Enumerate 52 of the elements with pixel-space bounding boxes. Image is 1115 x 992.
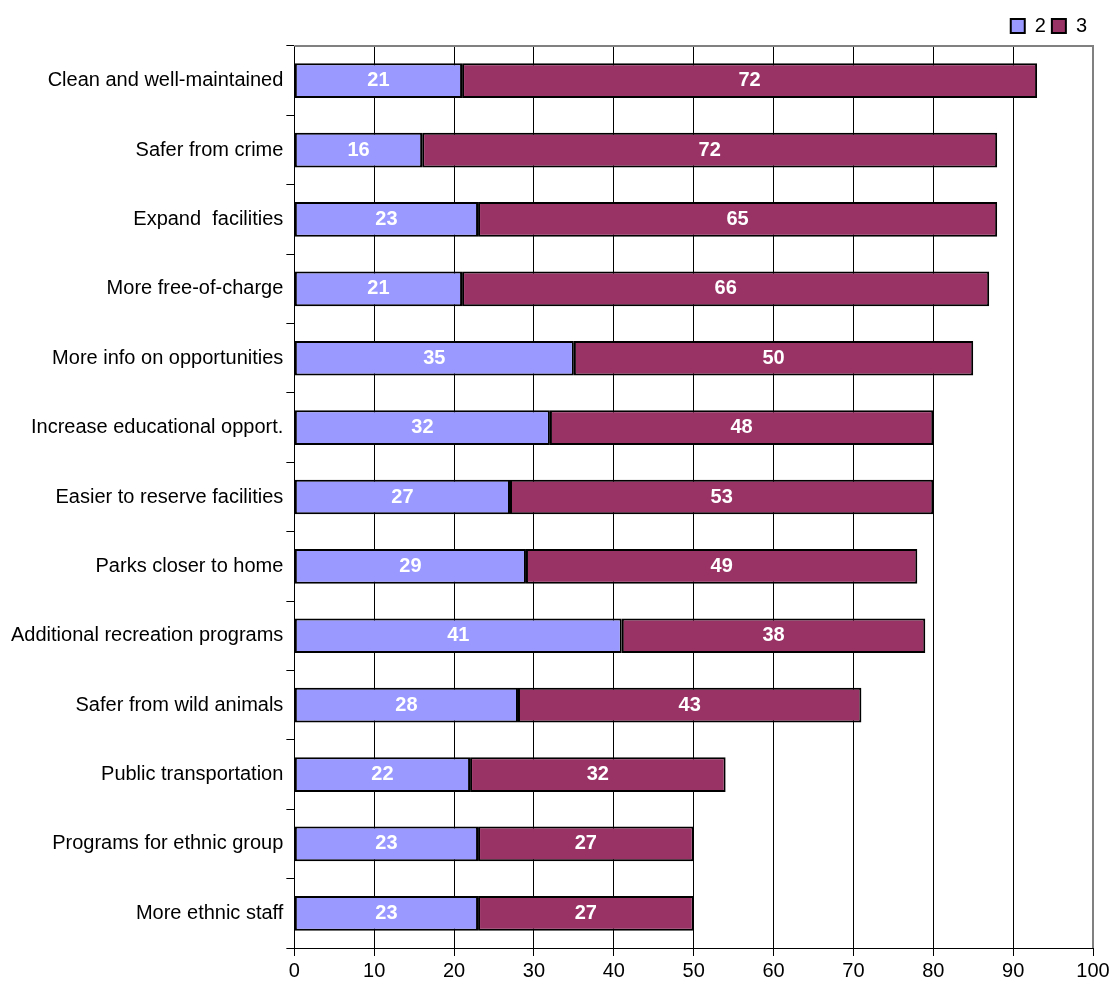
data-label: 32	[411, 415, 434, 438]
data-label: 27	[391, 484, 414, 507]
data-label: 21	[367, 68, 390, 91]
legend-label: 3	[1075, 13, 1087, 36]
data-label: 53	[710, 484, 733, 507]
data-label: 72	[698, 137, 721, 160]
x-tick-label: 90	[1002, 958, 1025, 981]
data-label: 22	[371, 762, 394, 785]
x-tick-label: 60	[762, 958, 785, 981]
data-label: 49	[710, 553, 733, 576]
x-tick-label: 10	[363, 958, 386, 981]
data-label: 38	[762, 623, 785, 646]
data-label: 41	[447, 623, 470, 646]
x-tick-label: 70	[842, 958, 865, 981]
data-label: 28	[395, 692, 418, 715]
x-tick-label: 40	[602, 958, 625, 981]
y-tick-label: More info on opportunities	[52, 345, 284, 368]
y-tick-label: Parks closer to home	[95, 553, 284, 576]
y-tick-label: Easier to reserve facilities	[55, 484, 284, 507]
data-label: 27	[574, 831, 597, 854]
y-tick-label: Expand facilities	[133, 206, 284, 229]
legend-label: 2	[1034, 13, 1046, 36]
y-tick-label: More free-of-charge	[106, 276, 284, 299]
data-label: 72	[738, 68, 761, 91]
x-tick-label: 80	[922, 958, 945, 981]
y-tick-label: Safer from wild animals	[75, 692, 284, 715]
y-tick-label: More ethnic staff	[135, 900, 284, 923]
data-label: 50	[762, 345, 785, 368]
data-label: 32	[586, 762, 609, 785]
x-tick-label: 100	[1076, 958, 1110, 981]
data-label: 65	[726, 206, 749, 229]
y-tick-label: Programs for ethnic group	[52, 831, 284, 854]
data-label: 23	[375, 900, 398, 923]
data-label: 48	[730, 415, 753, 438]
data-label: 23	[375, 206, 398, 229]
y-tick-label: Clean and well-maintained	[47, 68, 284, 91]
y-tick-label: Safer from crime	[135, 137, 284, 160]
data-label: 35	[423, 345, 446, 368]
y-tick-label: Additional recreation programs	[10, 623, 284, 646]
x-tick-label: 20	[442, 958, 466, 981]
data-label: 21	[367, 276, 390, 299]
data-label: 16	[347, 137, 370, 160]
data-label: 23	[375, 831, 398, 854]
data-label: 66	[714, 276, 737, 299]
data-label: 29	[399, 553, 422, 576]
data-label: 43	[678, 692, 701, 715]
y-tick-label: Increase educational opport.	[30, 415, 284, 438]
data-label: 27	[574, 900, 597, 923]
x-tick-label: 0	[288, 958, 300, 981]
y-tick-label: Public transportation	[101, 762, 284, 785]
x-tick-label: 30	[522, 958, 546, 981]
x-tick-label: 50	[682, 958, 705, 981]
